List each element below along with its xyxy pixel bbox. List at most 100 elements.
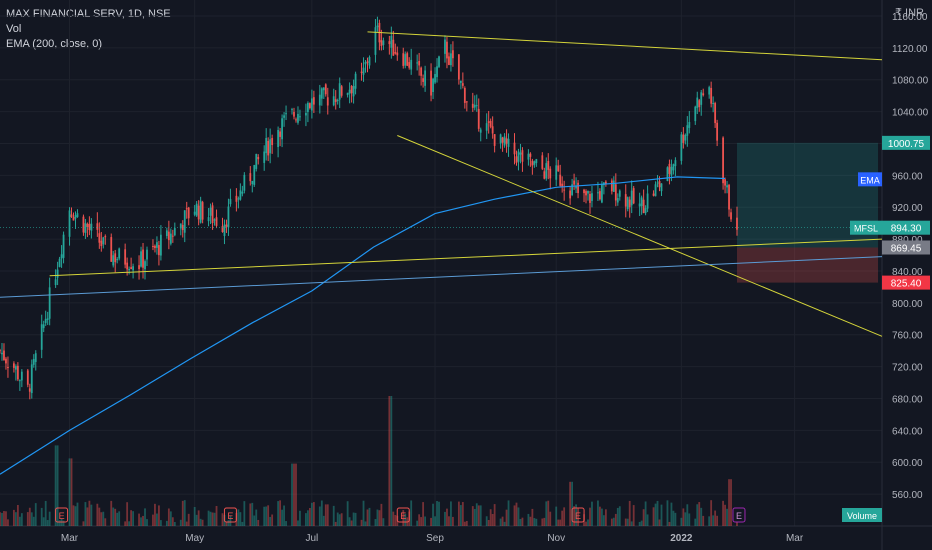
candle-body bbox=[251, 180, 254, 185]
candle-body bbox=[154, 245, 156, 249]
volume-bar bbox=[310, 502, 313, 526]
candle-body bbox=[350, 85, 353, 94]
candle-body bbox=[243, 174, 246, 191]
volume-bar bbox=[305, 513, 307, 526]
candle-body bbox=[307, 103, 309, 112]
candle-body bbox=[171, 235, 174, 237]
volume-bar bbox=[527, 513, 530, 526]
candle-body bbox=[110, 237, 113, 262]
candle-body bbox=[158, 245, 160, 256]
candle-body bbox=[291, 109, 293, 111]
volume-bar bbox=[388, 396, 391, 526]
price-tick-label: 720.00 bbox=[892, 363, 923, 374]
chart-legend: MAX FINANCIAL SERV, 1D, NSE Vol EMA (200… bbox=[6, 7, 171, 52]
candle-body bbox=[362, 67, 365, 75]
volume-bar bbox=[515, 502, 518, 526]
volume-bar bbox=[74, 506, 77, 526]
price-tick-label: 560.00 bbox=[892, 490, 923, 501]
candle-body bbox=[513, 142, 516, 155]
candle-body bbox=[694, 106, 697, 122]
volume-bar bbox=[573, 506, 575, 526]
volume-bar bbox=[646, 514, 649, 526]
legend-ema[interactable]: EMA (200, close, 0) bbox=[6, 38, 102, 50]
price-tick-label: 640.00 bbox=[892, 426, 923, 437]
volume-bar bbox=[680, 517, 683, 526]
volume-bar bbox=[545, 501, 548, 526]
volume-bar bbox=[477, 505, 480, 526]
candle-body bbox=[728, 184, 730, 210]
earnings-marker-label: E bbox=[575, 511, 581, 521]
volume-bar bbox=[587, 519, 589, 526]
volume-bar bbox=[211, 512, 214, 526]
price-tag-stop: 825.40 bbox=[891, 279, 922, 290]
candle-body bbox=[354, 73, 357, 89]
volume-bar bbox=[640, 520, 643, 526]
candle-body bbox=[211, 205, 214, 224]
volume-bar bbox=[541, 518, 544, 526]
candle-body bbox=[3, 350, 5, 361]
candle-body bbox=[696, 97, 699, 108]
volume-bar bbox=[326, 504, 329, 526]
candle-body bbox=[326, 97, 329, 106]
volume-bar bbox=[479, 505, 482, 526]
candle-body bbox=[465, 101, 468, 103]
candle-body bbox=[72, 217, 75, 221]
volume-bar bbox=[432, 503, 434, 526]
position-stop-zone bbox=[736, 247, 879, 283]
volume-bar bbox=[380, 503, 383, 526]
legend-symbol[interactable]: MAX FINANCIAL SERV, 1D, NSE bbox=[6, 8, 171, 20]
volume-bar bbox=[652, 507, 655, 526]
volume-bar bbox=[448, 516, 450, 526]
candle-body bbox=[531, 160, 534, 166]
volume-bar bbox=[48, 511, 51, 526]
candle-body bbox=[277, 130, 280, 148]
candle-body bbox=[249, 173, 252, 182]
earnings-marker-label: E bbox=[59, 511, 65, 521]
volume-bar bbox=[563, 507, 566, 526]
candle-body bbox=[589, 193, 591, 203]
volume-bar bbox=[249, 503, 252, 526]
volume-bar bbox=[666, 500, 669, 526]
volume-bar bbox=[229, 515, 232, 526]
volume-bar bbox=[84, 502, 87, 526]
candle-body bbox=[533, 161, 536, 165]
volume-badge-bg bbox=[842, 508, 882, 522]
legend-volume[interactable]: Vol bbox=[6, 23, 22, 35]
candle-body bbox=[501, 137, 504, 143]
candle-body bbox=[535, 159, 538, 164]
candle-body bbox=[346, 92, 349, 95]
candle-body bbox=[452, 50, 454, 59]
candle-body bbox=[124, 249, 127, 265]
candle-body bbox=[658, 180, 661, 188]
candle-body bbox=[13, 363, 15, 368]
time-tick-label: Nov bbox=[547, 533, 565, 544]
candle-body bbox=[48, 287, 51, 319]
candle-body bbox=[62, 234, 65, 258]
candle-body bbox=[521, 150, 524, 162]
earnings-marker bbox=[732, 507, 746, 523]
candle-body bbox=[118, 248, 121, 259]
candle-body bbox=[227, 206, 230, 228]
candle-body bbox=[390, 35, 393, 48]
candle-body bbox=[26, 370, 29, 385]
candle-body bbox=[334, 99, 337, 103]
volume-bar bbox=[475, 503, 478, 526]
candle-body bbox=[388, 41, 391, 45]
candle-body bbox=[283, 115, 285, 118]
price-tick-label: 600.00 bbox=[892, 458, 923, 469]
volume-bar bbox=[181, 500, 184, 526]
volume-bar bbox=[14, 512, 17, 526]
time-tick-label: May bbox=[185, 533, 204, 544]
volume-bar bbox=[618, 506, 621, 526]
volume-bar bbox=[601, 508, 603, 526]
candle-body bbox=[340, 86, 343, 96]
candle-body bbox=[74, 215, 77, 219]
volume-bar bbox=[26, 512, 29, 526]
currency-label[interactable]: ₹ INR bbox=[895, 7, 924, 19]
candle-body bbox=[575, 185, 577, 189]
candle-body bbox=[366, 61, 369, 63]
volume-bar bbox=[366, 509, 369, 526]
price-tick-label: 800.00 bbox=[892, 299, 923, 310]
volume-bar bbox=[209, 511, 212, 526]
